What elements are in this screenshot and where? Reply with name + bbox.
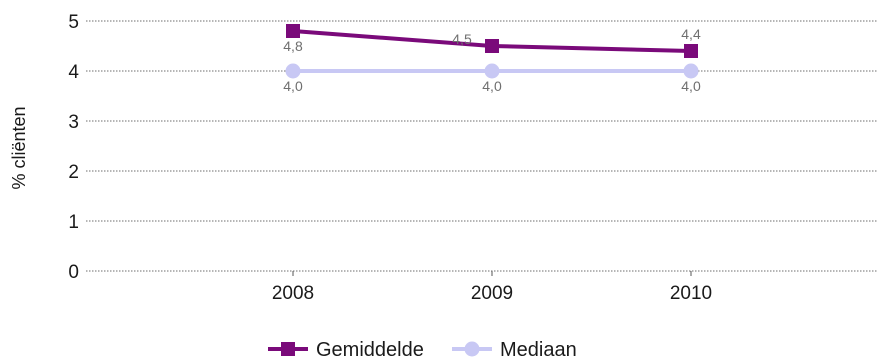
y-tick-label: 5 (68, 12, 79, 33)
legend-item-gemiddelde: Gemiddelde (268, 339, 424, 361)
data-point (485, 39, 499, 53)
gridlines (86, 20, 878, 272)
data-point (285, 63, 301, 79)
x-axis-ticks: 2008 2009 2010 (272, 271, 712, 304)
legend-item-mediaan: Mediaan (452, 339, 577, 361)
data-label: 4,4 (681, 26, 701, 42)
data-label: 4,5 (452, 31, 472, 47)
y-tick-label: 0 (68, 262, 79, 283)
legend-marker (281, 342, 295, 356)
data-label: 4,8 (283, 38, 303, 54)
y-axis-label: % cliënten (9, 106, 29, 189)
data-point (683, 63, 699, 79)
data-label: 4,0 (681, 78, 701, 94)
y-tick-label: 2 (68, 162, 79, 183)
legend-marker (464, 341, 480, 357)
y-tick-label: 4 (68, 62, 79, 83)
legend-label: Gemiddelde (316, 339, 424, 361)
data-label: 4,0 (482, 78, 502, 94)
y-tick-label: 1 (68, 212, 79, 233)
x-tick-label: 2009 (471, 283, 513, 304)
legend-label: Mediaan (500, 339, 577, 361)
data-label: 4,0 (283, 78, 303, 94)
data-labels: 4,0 4,0 4,0 4,8 4,5 4,4 (283, 26, 701, 94)
series-group (285, 24, 699, 79)
x-tick-label: 2008 (272, 283, 314, 304)
data-point (286, 24, 300, 38)
y-tick-label: 3 (68, 112, 79, 133)
x-tick-label: 2010 (670, 283, 712, 304)
data-point (684, 44, 698, 58)
y-axis-ticks: 0 1 2 3 4 5 (68, 12, 79, 283)
series-mediaan (285, 63, 699, 79)
data-point (484, 63, 500, 79)
legend: Gemiddelde Mediaan (268, 339, 577, 361)
series-gemiddelde (286, 24, 698, 58)
